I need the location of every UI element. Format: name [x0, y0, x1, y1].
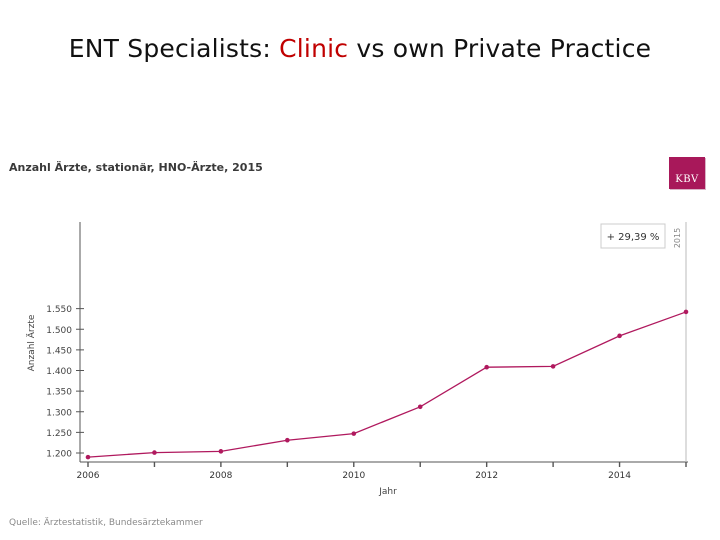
x-tick-label: 2012: [475, 471, 498, 481]
y-tick-label: 1.250: [46, 429, 72, 439]
y-tick-label: 1.300: [46, 408, 72, 418]
data-point: [417, 404, 423, 410]
title-part-2: vs own Private Practice: [348, 34, 652, 63]
data-point: [285, 437, 290, 443]
y-tick-label: 1.350: [46, 388, 72, 398]
y-tick-label: 1.450: [46, 346, 72, 356]
title-part-1: ENT Specialists:: [68, 34, 280, 63]
data-point: [484, 364, 489, 370]
y-axis-title: Anzahl Ärzte: [26, 314, 37, 371]
x-tick-label: 2010: [342, 471, 365, 481]
data-point: [85, 454, 91, 460]
title-highlight: Clinic: [279, 34, 349, 63]
data-point: [351, 431, 357, 436]
data-point: [550, 364, 556, 369]
data-point: [218, 449, 224, 454]
series-line: [87, 311, 687, 458]
data-point: [152, 450, 157, 455]
y-tick-label: 1.500: [46, 326, 72, 336]
y-tick-label: 1.550: [46, 305, 72, 315]
x-tick-label: 2014: [608, 471, 631, 481]
y-tick-label: 1.400: [46, 367, 72, 377]
data-point: [617, 333, 622, 339]
x-tick-label: 2008: [209, 471, 232, 481]
annotation-box: [600, 223, 666, 249]
x-tick-label: 2006: [77, 471, 100, 481]
kbv-logo: KBV: [669, 157, 705, 189]
end-marker-label: 2015: [673, 228, 682, 248]
annotation-label: + 29,39 %: [607, 232, 660, 243]
source-note: Quelle: Ärztestatistik, Bundesärztekamme…: [9, 518, 203, 528]
x-axis-title: Jahr: [378, 487, 397, 497]
data-point: [683, 309, 689, 315]
y-tick-label: 1.200: [46, 450, 72, 460]
slide-title: ENT Specialists: Clinic vs own Private P…: [0, 34, 720, 63]
chart-title: Anzahl Ärzte, stationär, HNO-Ärzte, 2015: [9, 161, 263, 174]
